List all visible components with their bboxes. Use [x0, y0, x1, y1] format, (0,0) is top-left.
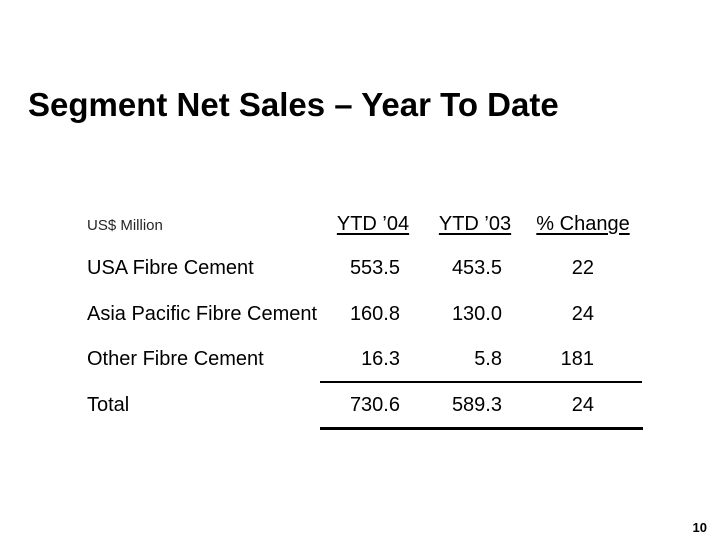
unit-label: US$ Million: [87, 217, 163, 234]
total-value-change: 24: [571, 394, 594, 416]
row-value-change: 181: [560, 348, 594, 370]
total-value-ytd03: 589.3: [451, 394, 502, 416]
row-value-change: 22: [571, 257, 594, 279]
total-label: Total: [87, 394, 130, 416]
row-value-ytd04: 16.3: [361, 348, 400, 370]
row-value-change: 24: [571, 303, 594, 325]
row-value-ytd03: 453.5: [451, 257, 502, 279]
total-top-rule: [320, 381, 642, 383]
row-value-ytd04: 553.5: [349, 257, 400, 279]
row-label: Other Fibre Cement: [87, 348, 264, 370]
table-row: Asia Pacific Fibre Cement 160.8 130.0 24: [0, 302, 720, 326]
table-total-row: Total 730.6 589.3 24: [0, 393, 720, 417]
column-header-ytd04: YTD ’04: [336, 213, 410, 235]
page-number: 10: [692, 520, 707, 535]
row-value-ytd04: 160.8: [349, 303, 400, 325]
slide-title: Segment Net Sales – Year To Date: [28, 86, 559, 123]
total-bottom-rule: [320, 427, 643, 430]
table-row: Other Fibre Cement 16.3 5.8 181: [0, 347, 720, 371]
table-header-row: US$ Million YTD ’04 YTD ’03 % Change: [0, 212, 720, 236]
table-row: USA Fibre Cement 553.5 453.5 22: [0, 256, 720, 280]
total-value-ytd04: 730.6: [349, 394, 400, 416]
column-header-ytd03: YTD ’03: [438, 213, 512, 235]
row-label: Asia Pacific Fibre Cement: [87, 303, 318, 325]
column-header-percent-change: % Change: [536, 213, 630, 235]
row-label: USA Fibre Cement: [87, 257, 254, 279]
row-value-ytd03: 5.8: [474, 348, 502, 370]
row-value-ytd03: 130.0: [451, 303, 502, 325]
